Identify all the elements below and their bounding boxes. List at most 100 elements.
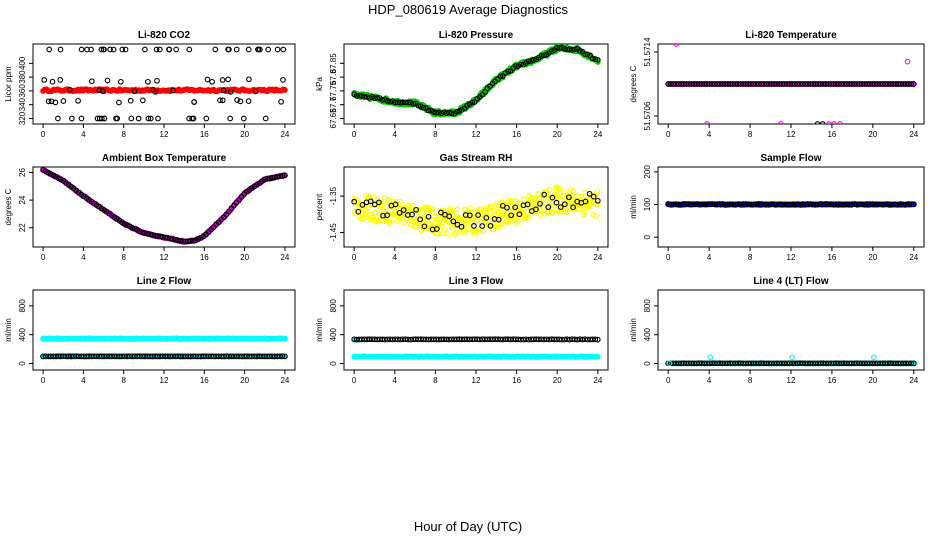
data-point — [872, 201, 878, 208]
data-point — [371, 194, 377, 200]
x-tick-label: 8 — [748, 253, 753, 262]
panel-1: Li-820 Pressure 0 4 8 12 16 20 24 67.6567.767.75… — [315, 30, 609, 139]
y-tick-label: -1.45 — [329, 223, 338, 242]
data-point — [497, 207, 503, 213]
data-point — [415, 102, 422, 109]
data-point — [469, 99, 476, 106]
data-point — [433, 336, 440, 343]
data-point — [688, 81, 695, 87]
data-point — [719, 81, 726, 87]
x-tick-label: 8 — [121, 253, 126, 262]
data-point — [281, 335, 288, 342]
data-point — [139, 97, 146, 104]
data-point — [282, 353, 288, 360]
x-tick-label: 20 — [868, 253, 877, 262]
data-point — [409, 202, 416, 209]
data-point — [755, 81, 762, 87]
data-point — [219, 77, 226, 83]
data-point — [766, 201, 772, 208]
data-point — [729, 201, 736, 208]
data-point — [666, 360, 673, 367]
data-point — [177, 237, 184, 244]
x-tick-label: 16 — [200, 253, 209, 262]
data-point — [245, 98, 252, 104]
data-point — [426, 205, 433, 212]
data-point — [560, 188, 567, 195]
data-point — [457, 214, 464, 221]
data-point — [835, 201, 842, 207]
data-point — [665, 201, 672, 207]
x-tick-label: 24 — [593, 376, 602, 385]
data-point — [269, 175, 276, 181]
data-point — [835, 81, 842, 87]
x-tick-label: 20 — [553, 130, 562, 139]
data-point — [789, 360, 796, 367]
data-point — [453, 109, 460, 115]
data-point — [594, 197, 601, 204]
data-point — [750, 201, 757, 208]
data-point — [520, 205, 527, 212]
y-tick-label: 320 — [18, 111, 27, 125]
data-point — [252, 88, 259, 95]
data-point — [698, 81, 705, 87]
data-point — [683, 81, 690, 87]
data-point — [549, 208, 556, 215]
data-point — [441, 109, 447, 116]
data-point — [429, 223, 435, 229]
data-point — [890, 81, 896, 87]
data-point — [670, 201, 677, 208]
data-point — [804, 201, 811, 207]
data-point — [706, 81, 713, 87]
data-point — [594, 353, 601, 360]
x-tick-label: 24 — [909, 376, 918, 385]
data-point — [732, 201, 739, 208]
series-temp_outliers_black — [814, 121, 826, 124]
panel-title: Li-820 Pressure — [439, 30, 514, 41]
data-point — [450, 218, 457, 225]
data-point — [144, 231, 151, 237]
data-point — [359, 202, 366, 208]
data-point — [504, 204, 510, 211]
panel-6: Line 2 Flow 0 4 8 12 16 20 24 0 400 800 ml/min — [4, 276, 296, 385]
data-point — [145, 115, 152, 122]
y-tick-label: 100 — [643, 197, 652, 211]
data-point — [786, 81, 793, 87]
data-point — [538, 53, 545, 59]
data-point — [773, 360, 780, 367]
series-co2_mid — [41, 76, 286, 106]
data-point — [856, 81, 863, 87]
data-point — [172, 236, 179, 243]
series-temp_avg — [665, 81, 917, 87]
x-tick-label: 12 — [472, 130, 481, 139]
y-axis-label: percent — [315, 193, 324, 220]
data-point — [127, 97, 134, 104]
data-point — [405, 99, 411, 106]
data-point — [387, 98, 393, 105]
data-point — [574, 336, 581, 343]
y-axis-label: degrees C — [4, 188, 13, 225]
series-pressure_avg — [351, 45, 601, 117]
data-point — [885, 360, 891, 367]
data-point — [807, 81, 814, 87]
panel-3: Ambient Box Temperature 0 4 8 12 16 20 24 22 24 26… — [4, 153, 296, 262]
points-layer — [40, 167, 288, 245]
x-tick-label: 4 — [81, 376, 86, 385]
data-point — [900, 201, 907, 208]
data-point — [483, 215, 490, 221]
x-tick-label: 24 — [280, 376, 289, 385]
data-point — [802, 81, 809, 87]
data-point — [121, 221, 128, 227]
data-point — [261, 176, 268, 183]
x-tick-label: 12 — [160, 130, 169, 139]
series-co2_low — [55, 115, 269, 122]
data-point — [131, 225, 138, 232]
y-tick-label: 26 — [18, 168, 27, 177]
data-point — [856, 201, 863, 208]
data-point — [566, 194, 572, 201]
data-point — [237, 98, 244, 105]
data-point — [833, 81, 840, 87]
data-point — [246, 76, 252, 83]
data-point — [60, 98, 67, 104]
x-tick-label: 20 — [240, 130, 249, 139]
data-point — [799, 201, 806, 207]
